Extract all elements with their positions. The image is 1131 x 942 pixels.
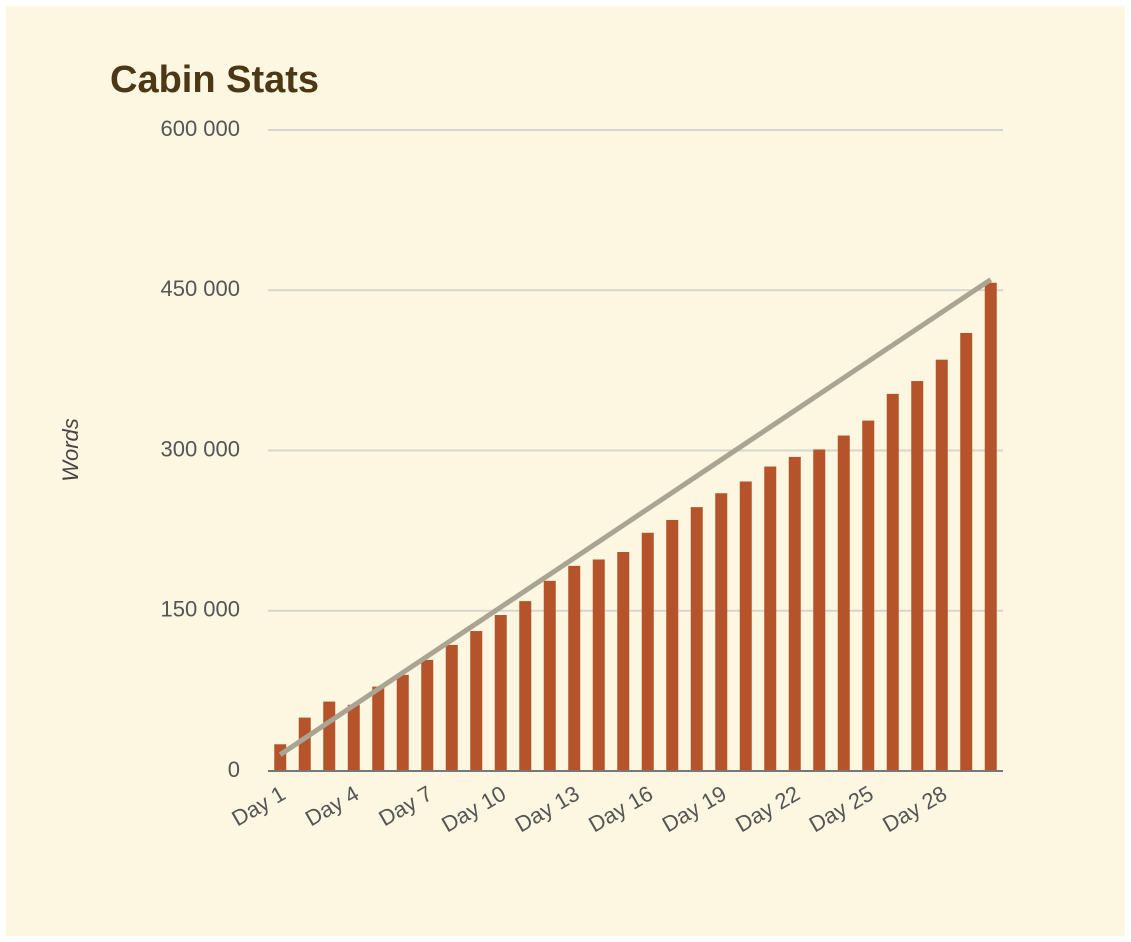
y-axis-label: Words: [58, 418, 83, 482]
bar: [274, 744, 287, 771]
y-tick-label: 300 000: [160, 436, 240, 461]
bar: [617, 551, 630, 771]
bar: [641, 532, 654, 771]
bar: [666, 519, 679, 771]
y-tick-label: 0: [228, 757, 240, 782]
bar: [837, 435, 850, 771]
bar: [543, 580, 556, 771]
y-tick-label: 450 000: [160, 276, 240, 301]
bar: [739, 481, 752, 771]
bar: [960, 332, 973, 771]
bar: [568, 565, 581, 771]
target-line: [278, 277, 993, 757]
bar: [862, 420, 875, 771]
bar: [519, 601, 532, 771]
bar: [421, 659, 434, 771]
bar: [788, 456, 801, 771]
bar: [886, 393, 899, 771]
bar: [592, 559, 605, 771]
bar: [494, 615, 507, 771]
bar: [470, 631, 483, 771]
y-tick-label: 150 000: [160, 597, 240, 622]
bar: [715, 493, 728, 771]
bar: [372, 686, 385, 771]
bar: [813, 449, 826, 771]
bar: [323, 701, 336, 771]
y-tick-label: 600 000: [160, 116, 240, 141]
bar: [935, 359, 948, 771]
bar: [911, 381, 924, 771]
bar: [347, 704, 360, 771]
chart-title: Cabin Stats: [110, 59, 319, 101]
bar: [764, 466, 777, 771]
bar: [984, 282, 997, 771]
bar: [445, 644, 458, 771]
bar: [396, 674, 409, 771]
bar: [690, 507, 703, 771]
bar: [298, 717, 311, 771]
